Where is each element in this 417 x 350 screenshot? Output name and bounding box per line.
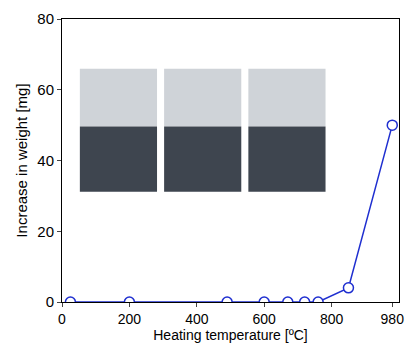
svg-text:Increase in weight [mg]: Increase in weight [mg] <box>13 83 30 237</box>
svg-text:400: 400 <box>185 311 209 327</box>
svg-text:20: 20 <box>37 223 54 240</box>
svg-text:0: 0 <box>58 311 66 327</box>
svg-text:Heating temperature [ºC]: Heating temperature [ºC] <box>153 327 308 343</box>
svg-text:200: 200 <box>118 311 142 327</box>
svg-text:800: 800 <box>320 311 344 327</box>
svg-text:0: 0 <box>46 293 54 310</box>
svg-text:60: 60 <box>37 81 54 98</box>
svg-text:980: 980 <box>381 311 405 327</box>
svg-text:40: 40 <box>37 152 54 169</box>
svg-text:600: 600 <box>253 311 277 327</box>
svg-text:80: 80 <box>37 10 54 27</box>
